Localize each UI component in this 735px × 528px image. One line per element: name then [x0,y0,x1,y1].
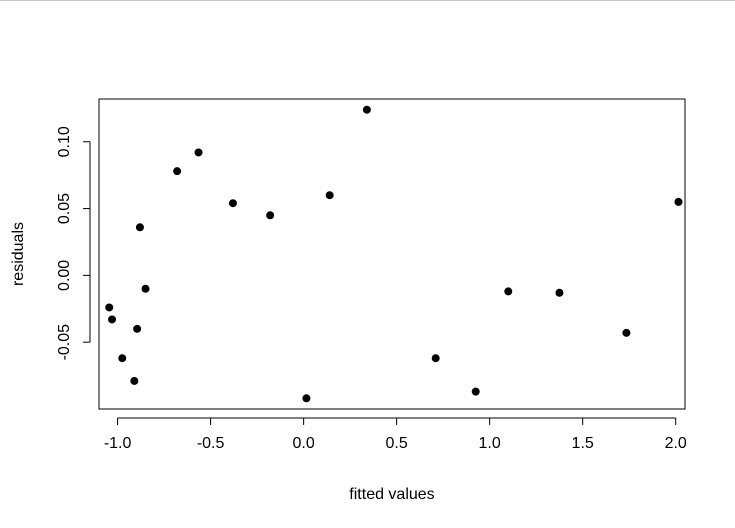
data-point [325,191,334,200]
data-point [302,394,311,403]
x-tick-label: 1.0 [479,435,501,452]
data-point [141,284,150,293]
x-tick-label: 0.5 [386,435,408,452]
data-point [130,376,139,385]
data-point [504,287,513,296]
x-tick-label: 2.0 [665,435,687,452]
data-points [105,105,683,403]
data-point [173,167,182,176]
x-tick-label: 0.0 [293,435,315,452]
y-axis-title: residuals [10,222,27,286]
y-tick-label: 0.00 [56,260,73,291]
data-point [622,328,631,337]
y-tick-label: -0.05 [56,324,73,361]
data-point [118,354,127,363]
x-tick-label: -1.0 [104,435,132,452]
x-tick-label: 1.5 [572,435,594,452]
data-point [194,148,203,157]
x-tick-label: -0.5 [197,435,225,452]
y-tick-label: 0.10 [56,126,73,157]
data-point [266,211,275,220]
data-point [674,197,683,206]
top-border-line [0,0,735,1]
x-axis: -1.0 -0.5 0.0 0.5 1.0 1.5 2.0 [104,417,687,452]
data-point [105,303,114,312]
data-point [555,288,564,297]
data-point [108,315,117,324]
y-axis: -0.05 0.00 0.05 0.10 [56,126,91,361]
plot-frame [98,98,686,410]
data-point [228,199,237,208]
data-point [431,354,440,363]
y-tick-label: 0.05 [56,193,73,224]
data-point [362,105,371,114]
x-axis-title: fitted values [349,486,434,503]
data-point [133,324,142,333]
data-point [135,223,144,232]
data-point [471,387,480,396]
